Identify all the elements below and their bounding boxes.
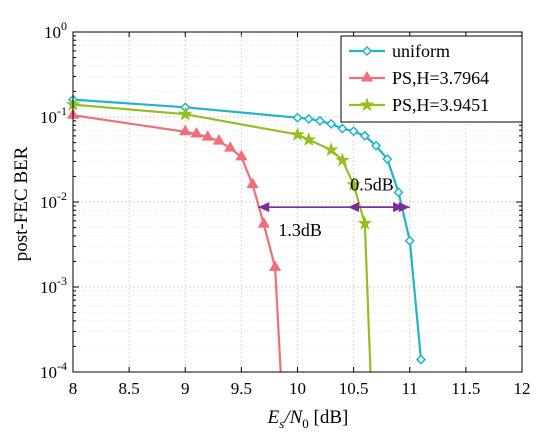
x-tick-label: 9.5 — [231, 379, 252, 398]
data-point — [371, 140, 382, 151]
series-diamond — [67, 94, 427, 365]
data-point — [382, 154, 393, 165]
legend: uniform PS,H=3.7964 PS,H=3.9451 — [340, 35, 523, 123]
y-axis-label: post-FEC BER — [11, 146, 32, 261]
data-point — [235, 149, 248, 161]
legend-entry: uniform — [349, 41, 450, 61]
legend-label: uniform — [392, 41, 450, 61]
x-tick-label: 9 — [181, 379, 190, 398]
y-tick-base: 10 — [40, 278, 57, 297]
data-point — [348, 126, 359, 137]
data-point — [326, 118, 337, 129]
data-point — [335, 152, 350, 167]
data-point — [404, 235, 415, 246]
data-point — [346, 176, 361, 191]
data-point — [201, 130, 214, 141]
data-point — [359, 130, 370, 141]
x-axis-label: Es/N0 [dB] — [267, 407, 349, 431]
annotation-label: 1.3dB — [278, 220, 322, 240]
x-tick-label: 11.5 — [451, 379, 480, 398]
legend-label: PS,H=3.7964 — [392, 68, 489, 88]
y-tick-exponent: -4 — [57, 359, 67, 373]
data-point — [357, 215, 373, 230]
data-point — [177, 106, 193, 121]
data-point — [303, 113, 314, 124]
x-tick-labels: 8 8.5 9 9.5 10 10.5 11 11.5 12 — [69, 379, 531, 398]
x-label-sub2: 0 — [302, 416, 309, 431]
x-tick-label: 8 — [69, 379, 78, 398]
y-tick-base: 10 — [40, 363, 57, 382]
y-tick-exponent: -3 — [57, 274, 67, 288]
y-tick-exponent: -1 — [57, 104, 67, 118]
annotation-layer: 0.5dB 1.3dB — [258, 175, 410, 240]
x-label-slash: /N — [283, 407, 303, 428]
data-point — [415, 354, 427, 365]
annotation-label: 0.5dB — [350, 175, 394, 195]
legend-label: PS,H=3.9451 — [392, 95, 489, 115]
series-line — [72, 114, 282, 373]
data-point — [361, 45, 373, 57]
x-tick-label: 10 — [289, 379, 306, 398]
y-tick-label: 10-2 — [40, 189, 67, 212]
y-tick-base: 10 — [40, 108, 57, 127]
y-tick-exponent: -2 — [57, 189, 67, 203]
legend-entry: PS,H=3.9451 — [349, 95, 489, 115]
data-point — [290, 126, 305, 141]
y-tick-base: 10 — [40, 193, 57, 212]
data-point — [323, 142, 339, 157]
series-layer — [65, 94, 427, 373]
y-tick-label: 10-3 — [40, 274, 67, 297]
y-tick-label: 10-1 — [40, 104, 67, 127]
x-label-unit: [dB] — [309, 407, 349, 428]
data-point — [292, 112, 303, 123]
annotation-arrowhead — [393, 202, 405, 213]
x-label-sub: s — [279, 416, 284, 431]
series-star — [65, 96, 373, 373]
data-point — [393, 187, 404, 198]
data-point — [257, 217, 270, 228]
data-point — [190, 127, 203, 138]
plot-frame — [72, 31, 523, 373]
x-tick-label: 8.5 — [119, 379, 140, 398]
y-tick-base: 10 — [44, 23, 61, 42]
data-point — [246, 177, 259, 189]
x-tick-label: 11 — [402, 379, 418, 398]
data-point — [359, 97, 375, 112]
series-triangle — [66, 108, 282, 373]
annotation: 1.3dB — [258, 202, 405, 240]
data-point — [301, 132, 317, 146]
y-tick-label: 100 — [44, 19, 67, 42]
data-point — [360, 71, 374, 82]
data-point — [212, 134, 226, 145]
y-tick-label: 10-4 — [40, 359, 67, 382]
data-point — [268, 260, 282, 271]
legend-entry: PS,H=3.7964 — [349, 68, 489, 88]
data-point — [337, 123, 348, 134]
x-label-main: E — [267, 407, 280, 428]
data-point — [179, 124, 192, 136]
x-tick-label: 12 — [514, 379, 531, 398]
annotation-arrowhead — [258, 202, 270, 213]
x-tick-label: 10.5 — [339, 379, 369, 398]
annotation-arrowhead — [398, 202, 410, 213]
data-point — [224, 141, 237, 152]
data-point — [314, 115, 326, 126]
y-tick-exponent: 0 — [61, 19, 67, 33]
